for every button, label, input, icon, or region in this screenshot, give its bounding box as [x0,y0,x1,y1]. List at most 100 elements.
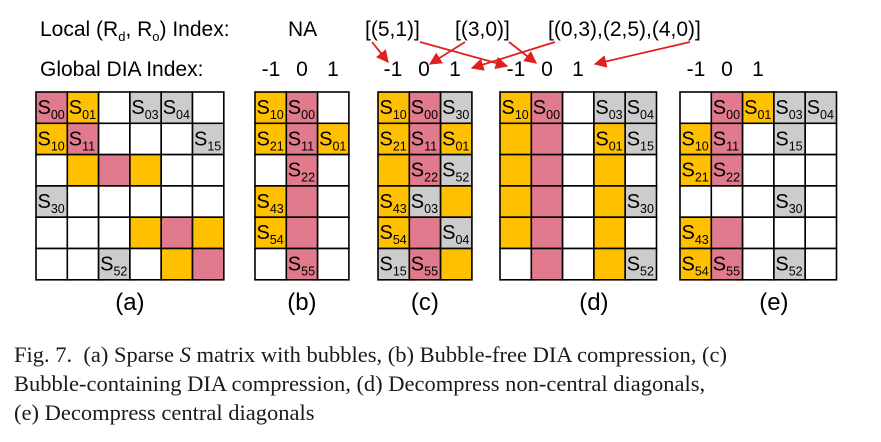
cell-label: S03 [595,97,622,122]
matrix-cell [66,216,100,250]
dia-tick-label: 0 [541,58,553,81]
matrix-cell [439,122,473,156]
matrix-cell [499,216,533,250]
matrix-cell [160,91,194,125]
arrow-e-to-1 [470,41,556,71]
matrix-cell [316,122,350,156]
matrix-cell [377,216,411,250]
matrix-cell [804,153,838,187]
panel-label: (e) [759,289,788,316]
local-index-c-1: [(5,1)] [365,18,420,41]
matrix-cell [679,185,713,218]
caption-line-1: Fig. 7. (a) Sparse S matrix with bubbles… [14,342,727,367]
matrix-cell [285,216,319,250]
matrix-cell [439,153,473,187]
cell-label: S00 [533,97,560,122]
matrix-cell [254,153,288,187]
cell-label: S43 [380,191,407,216]
cell-label: S03 [775,97,802,122]
matrix-cell [254,122,288,156]
matrix-cell [710,153,744,187]
matrix-cell [191,247,225,281]
cell-label: S00 [411,97,438,122]
matrix-cell [741,153,775,187]
matrix-cell [561,91,595,125]
cell-label: S01 [442,128,469,153]
matrix-cell [439,247,473,281]
dia-tick-label: -1 [262,58,281,81]
matrix-panel: S00 S01 S03 S04 S10 S11 S15 S21 S22 S30 S43 S54 S55 S… [679,91,838,316]
matrix-cell [499,122,533,156]
cell-label: S21 [682,160,709,185]
matrix-cell [679,247,713,281]
matrix-cell [377,153,411,187]
matrix-cell [710,216,744,250]
matrix-cell [499,247,533,281]
matrix-cell [593,247,627,281]
matrix-cell [773,247,807,281]
dia-tick-label: 0 [296,58,308,81]
matrix-cell [316,247,350,281]
matrix-cell [160,122,194,156]
matrix-cell [804,247,838,281]
matrix-cell [499,153,533,187]
cell-label: S15 [194,128,221,153]
matrix-cell [97,247,131,281]
matrix-cell [191,185,225,218]
cell-label: S30 [627,191,654,216]
cell-label: S54 [682,254,709,279]
cell-label: S11 [411,128,437,153]
matrix-cell [439,185,473,218]
matrix-cell [254,216,288,250]
caption-line-3: (e) Decompress central diagonals [14,400,315,425]
matrix-cell [35,247,69,281]
matrix-cell [35,153,69,187]
matrix-cell [316,153,350,187]
matrix-cell [741,216,775,250]
matrix-cell [191,153,225,187]
matrix-cell [254,91,288,125]
caption-line-2: Bubble-containing DIA compression, (d) D… [14,371,706,396]
dia-tick-label: 0 [721,58,733,81]
dia-tick-label: 1 [572,58,584,81]
matrix-cell [624,91,658,125]
matrix-cell [773,153,807,187]
cell-label: S03 [411,191,438,216]
cell-label: S10 [257,97,284,122]
cell-label: S54 [257,222,284,247]
mapping-arrows [371,41,691,71]
matrix-cell [66,153,100,187]
cell-label: S01 [69,97,96,122]
matrix-cell [316,185,350,218]
matrix-cell [593,153,627,187]
cell-label: S11 [69,128,95,153]
matrix-cell [97,185,131,218]
matrix-cell [593,216,627,250]
matrix-cell [439,216,473,250]
matrix-cell [191,216,225,250]
local-index-na: NA [288,18,317,41]
arrow-c2-to-1 [428,41,466,65]
cell-label: S22 [288,160,315,185]
matrix-cell [408,91,442,125]
cell-label: S10 [380,97,407,122]
matrix-cell [741,247,775,281]
matrix-cell [804,122,838,156]
figure-caption: Fig. 7. (a) Sparse S matrix with bubbles… [14,340,874,427]
matrix-cell [97,122,131,156]
cell-label: S55 [713,254,740,279]
dia-tick-label: 1 [449,58,461,81]
matrix-cell [254,247,288,281]
cell-label: S52 [442,160,469,185]
panel-label: (c) [411,289,439,316]
cell-label: S01 [744,97,771,122]
cell-label: S30 [38,191,65,216]
matrix-cell [35,216,69,250]
dia-tick-label: 0 [418,58,430,81]
matrix-cell [160,247,194,281]
matrix-cell [773,122,807,156]
dia-tick-label: 1 [327,58,339,81]
matrix-cell [530,153,564,187]
cell-label: S10 [682,128,709,153]
